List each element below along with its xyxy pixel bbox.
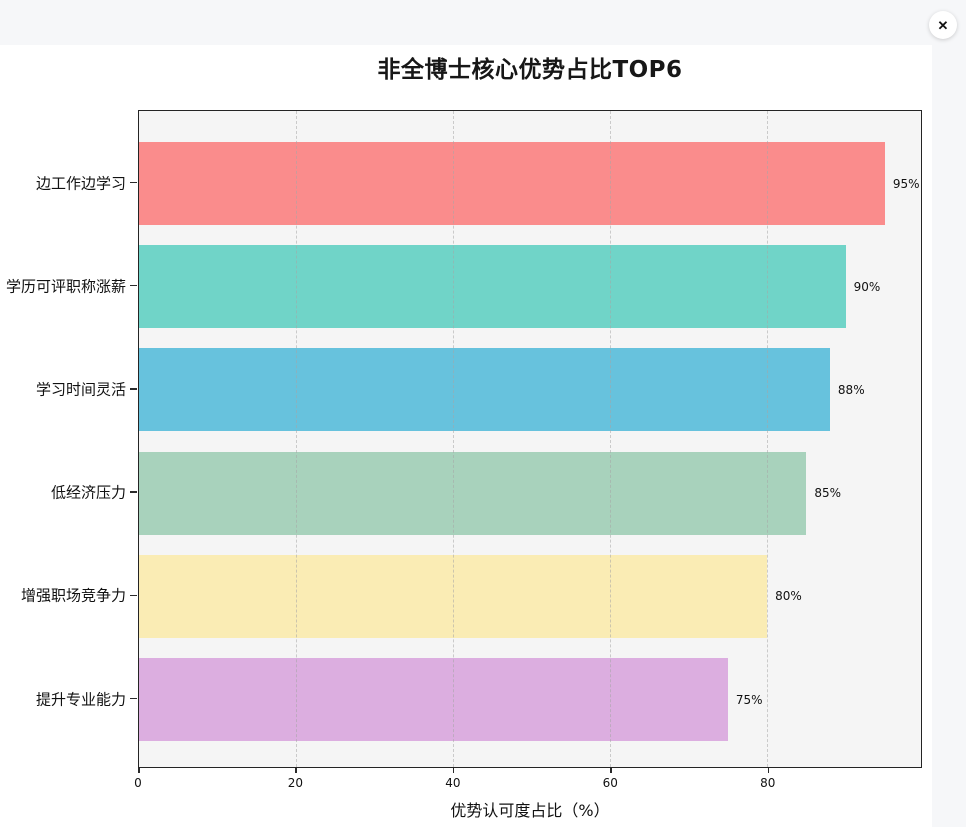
bar-value-label: 85%	[814, 486, 842, 501]
gridline-x-20	[296, 111, 298, 767]
bar[interactable]	[139, 245, 846, 329]
bar-value-label: 95%	[892, 176, 920, 191]
close-icon: ✕	[937, 17, 949, 33]
chart-card: 非全博士核心优势占比TOP6 95% 90% 88% 85% 80% 75% 边工作边学习…	[0, 45, 932, 827]
y-axis-tick	[130, 697, 137, 700]
y-axis-label: 学习时间灵活	[35, 380, 126, 399]
bar-value-label: 90%	[853, 279, 881, 294]
x-axis-tick	[138, 768, 140, 773]
gridline-x-60	[610, 111, 612, 767]
x-axis-tick	[295, 768, 297, 773]
x-axis-tick-label: 0	[134, 776, 142, 790]
bar-value-label: 75%	[735, 692, 763, 707]
close-button[interactable]: ✕	[929, 11, 957, 39]
y-axis-tick	[130, 181, 137, 184]
gridline-x-80	[767, 111, 769, 767]
x-axis-tick-label: 40	[445, 776, 461, 790]
y-axis-label: 提升专业能力	[35, 690, 126, 708]
x-axis-title: 优势认可度占比（%）	[450, 801, 610, 820]
x-axis-tick	[610, 768, 612, 773]
bar[interactable]	[139, 658, 728, 741]
x-axis-title-row: 优势认可度占比（%）	[138, 797, 922, 821]
x-axis-tick-label: 60	[602, 776, 618, 790]
bar[interactable]	[139, 348, 830, 432]
bar-value-label: 80%	[775, 589, 802, 604]
y-axis-label: 学历可评职称涨薪	[5, 277, 126, 296]
bar[interactable]	[139, 451, 807, 535]
bar-value-label: 88%	[837, 382, 865, 397]
y-axis-label: 低经济压力	[50, 483, 126, 502]
y-axis-tick	[130, 491, 137, 493]
y-axis-label: 边工作边学习	[35, 174, 126, 192]
x-axis-tick	[452, 768, 455, 773]
x-axis-tick-label: 80	[760, 776, 776, 790]
chart-title-row: 非全博士核心优势占比TOP6	[138, 53, 922, 87]
plot-area: 95% 90% 88% 85% 80% 75%	[138, 110, 922, 768]
y-axis-tick	[130, 284, 137, 287]
chart-title: 非全博士核心优势占比TOP6	[377, 57, 683, 83]
gridline-x-40	[453, 111, 455, 767]
bar[interactable]	[139, 142, 885, 225]
y-axis-label: 增强职场竞争力	[20, 586, 126, 605]
y-axis-tick	[130, 594, 137, 597]
x-axis-tick-label: 20	[287, 776, 304, 790]
y-axis-tick	[130, 388, 137, 390]
x-axis-tick	[767, 768, 770, 773]
